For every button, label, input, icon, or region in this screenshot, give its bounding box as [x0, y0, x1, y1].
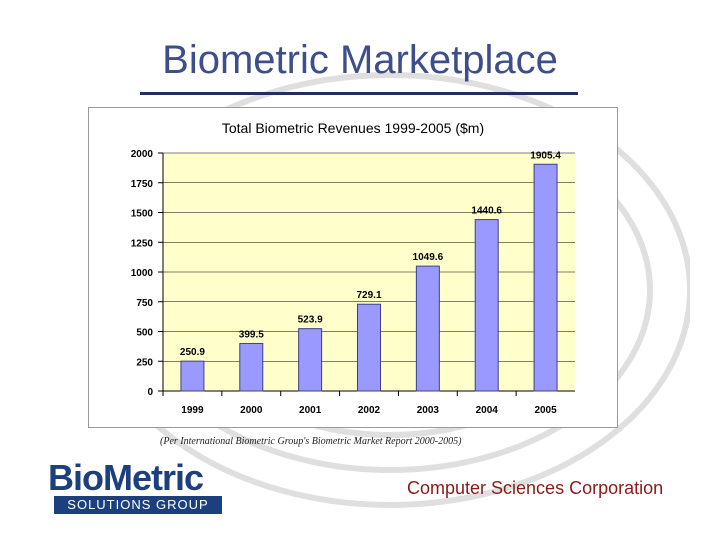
- bar-2000: [239, 342, 264, 392]
- data-label-2003: 1049.6: [413, 252, 444, 263]
- y-tick-label: 750: [136, 298, 153, 309]
- logo-word: BioMetric: [48, 457, 204, 498]
- title-underline: [140, 92, 578, 95]
- source-note: (Per International Biometric Group's Bio…: [160, 436, 462, 447]
- data-label-2002: 729.1: [356, 290, 381, 301]
- y-tick-label: 1750: [131, 179, 154, 190]
- y-tick-label: 250: [136, 357, 153, 368]
- y-tick-label: 500: [136, 328, 153, 339]
- y-tick-label: 2000: [131, 149, 154, 160]
- x-tick-label-2005: 2005: [534, 405, 557, 416]
- csc-logo: Computer Sciences Corporation: [407, 478, 664, 498]
- y-tick-label: 1500: [131, 209, 154, 220]
- bar-2001: [298, 328, 323, 392]
- y-tick-label: 1250: [131, 238, 154, 249]
- bar-2002: [357, 303, 381, 392]
- data-label-2001: 523.9: [298, 315, 323, 326]
- data-label-2005: 1905.4: [530, 150, 561, 161]
- x-tick-label-2002: 2002: [358, 405, 381, 416]
- chart-title: Total Biometric Revenues 1999-2005 ($m): [222, 120, 484, 136]
- x-tick-label-2000: 2000: [240, 405, 263, 416]
- x-tick-label-2004: 2004: [476, 405, 499, 416]
- bar-2005: [533, 163, 558, 392]
- x-tick-label-1999: 1999: [181, 405, 204, 416]
- bar-2004: [474, 219, 499, 392]
- bar-1999: [180, 360, 205, 392]
- biometric-solutions-group-logo: BioMetric SOLUTIONS GROUP: [48, 460, 224, 516]
- revenue-bar-chart: 0 250 500 750 1000 1250 1500 1750 2000 250.9 1999 3…: [131, 120, 575, 416]
- x-tick-label-2003: 2003: [417, 405, 440, 416]
- logo-tagline: SOLUTIONS GROUP: [54, 496, 222, 514]
- slide-title: Biometric Marketplace: [162, 38, 558, 82]
- data-label-1999: 250.9: [180, 347, 205, 358]
- x-tick-label-2001: 2001: [299, 405, 322, 416]
- data-label-2000: 399.5: [239, 329, 264, 340]
- bar-2003: [415, 265, 440, 392]
- y-tick-label: 0: [147, 387, 153, 398]
- chart-frame: 0 250 500 750 1000 1250 1500 1750 2000 250.9 1999 3…: [88, 107, 618, 428]
- data-label-2004: 1440.6: [471, 206, 502, 217]
- y-tick-label: 1000: [131, 268, 154, 279]
